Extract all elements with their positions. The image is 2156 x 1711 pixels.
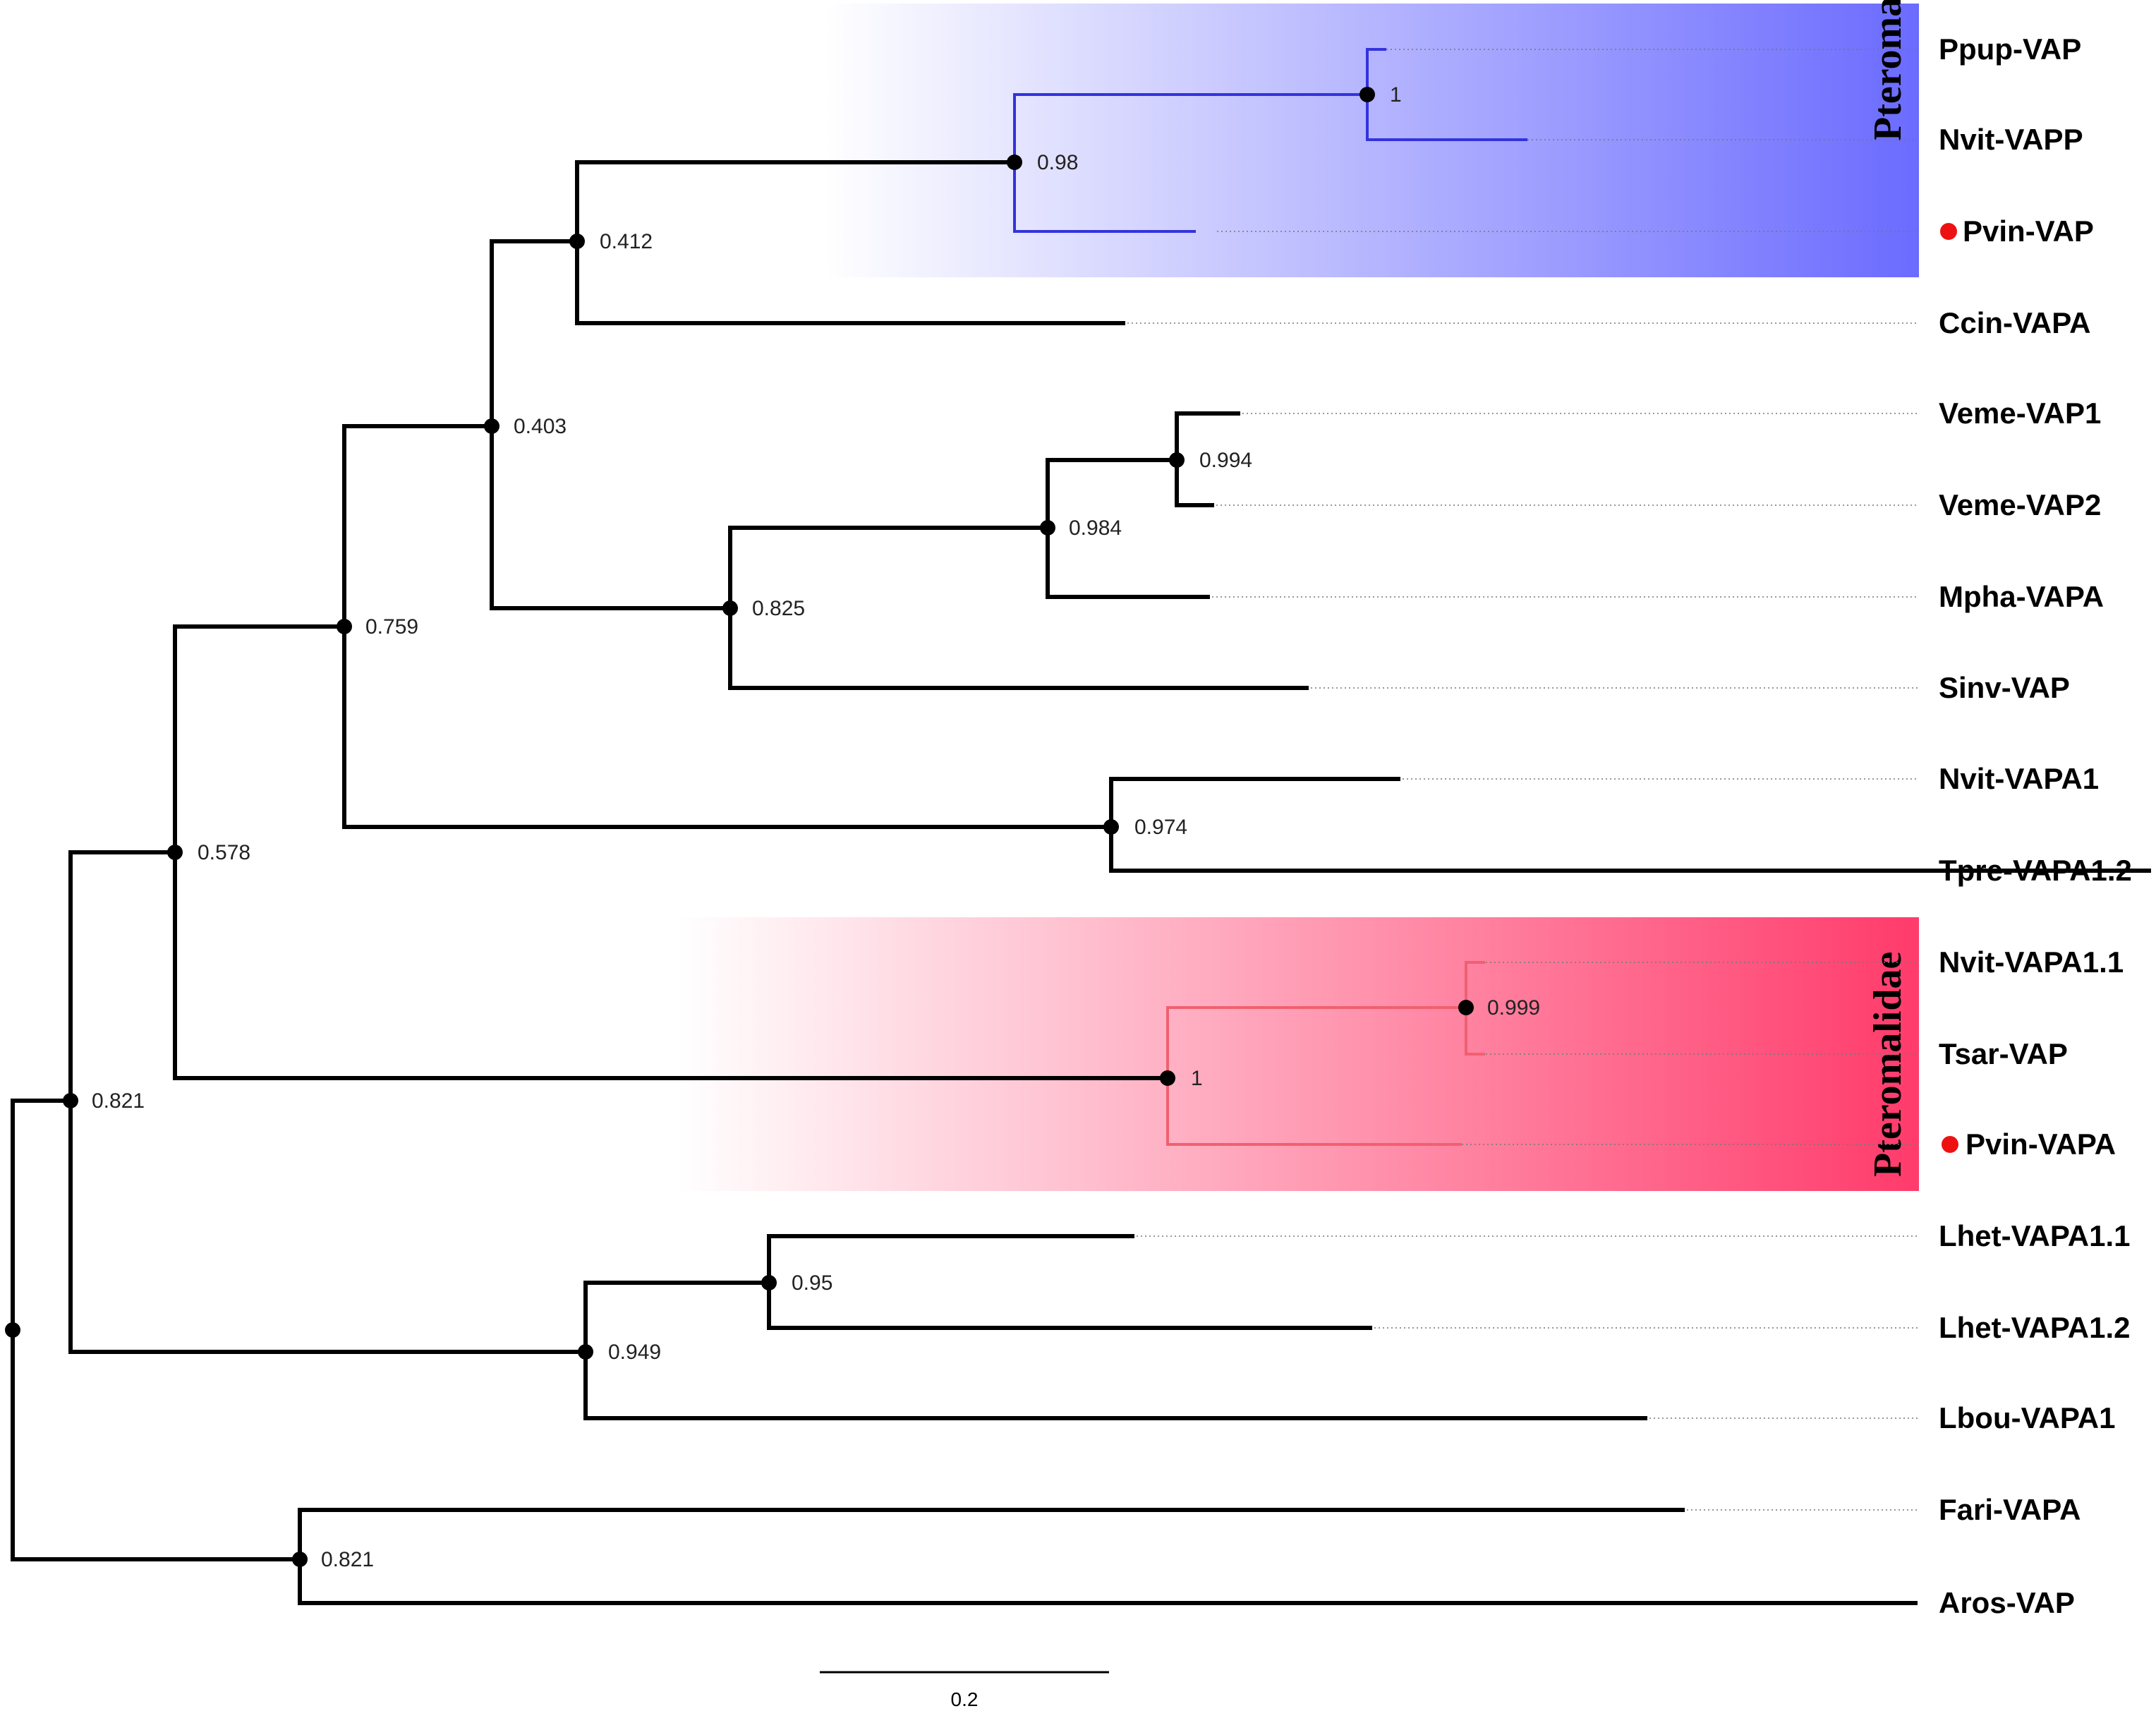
node-0825 xyxy=(722,600,738,616)
leaf-veme-vap1: Veme-VAP1 xyxy=(1939,397,2101,430)
node-0821b xyxy=(292,1552,308,1567)
support-0999: 0.999 xyxy=(1487,996,1540,1020)
marker-pvin-vapa xyxy=(1942,1136,1958,1153)
node-095 xyxy=(761,1275,777,1290)
node-0949 xyxy=(578,1344,593,1360)
node-0999 xyxy=(1458,1000,1474,1015)
scale-bar-label: 0.2 xyxy=(951,1688,979,1710)
leaf-fari-vapa: Fari-VAPA xyxy=(1939,1493,2081,1526)
leaf-lhet-vapa1-1: Lhet-VAPA1.1 xyxy=(1939,1219,2130,1252)
node-root xyxy=(5,1322,20,1338)
scale-bar: 0.2 xyxy=(820,1671,1109,1710)
node-0984 xyxy=(1040,520,1055,536)
leaf-pvin-vapa: Pvin-VAPA xyxy=(1966,1127,2116,1161)
support-0412: 0.412 xyxy=(600,230,653,253)
support-1-blue: 1 xyxy=(1390,83,1402,107)
support-0949: 0.949 xyxy=(608,1341,661,1364)
leaf-nvit-vapp: Nvit-VAPP xyxy=(1939,123,2083,156)
leaf-pvin-vap: Pvin-VAP xyxy=(1963,214,2094,248)
leaf-ccin-vapa: Ccin-VAPA xyxy=(1939,306,2090,339)
clade-title-blue: Pteromalidae xyxy=(1866,0,1910,141)
support-0825: 0.825 xyxy=(752,597,805,620)
dotted-guides xyxy=(1123,49,1918,1511)
support-0759: 0.759 xyxy=(365,615,418,639)
branch-n0825 xyxy=(728,526,1309,690)
support-0821a: 0.821 xyxy=(92,1089,145,1113)
leaf-ppup-vap: Ppup-VAP xyxy=(1939,32,2081,66)
support-values: 1 0.98 0.412 0.403 0.994 0.984 0.825 0.7… xyxy=(92,83,1540,1571)
node-0994 xyxy=(1169,452,1185,468)
support-0578: 0.578 xyxy=(198,841,250,864)
node-0821a xyxy=(63,1093,78,1108)
leaf-lbou-vapa1: Lbou-VAPA1 xyxy=(1939,1401,2115,1434)
leaf-nvit-vapa1-1: Nvit-VAPA1.1 xyxy=(1939,945,2124,979)
marker-pvin-vap xyxy=(1940,223,1957,240)
leaf-sinv-vap: Sinv-VAP xyxy=(1939,671,2070,704)
leaf-mpha-vapa: Mpha-VAPA xyxy=(1939,580,2104,613)
support-1-red: 1 xyxy=(1191,1067,1203,1090)
leaf-aros-vap: Aros-VAP xyxy=(1939,1586,2075,1619)
support-0403: 0.403 xyxy=(514,415,567,438)
branch-n0949 xyxy=(583,1281,1647,1420)
node-0403 xyxy=(484,418,499,434)
support-0821b: 0.821 xyxy=(321,1548,374,1571)
support-0984: 0.984 xyxy=(1069,516,1122,540)
support-095: 0.95 xyxy=(792,1271,832,1295)
branch-n0412-up xyxy=(575,160,1017,243)
node-0412 xyxy=(569,234,585,249)
node-1-red xyxy=(1160,1070,1175,1086)
branch-root xyxy=(11,1099,302,1561)
leaf-labels: Ppup-VAP Nvit-VAPP Pvin-VAP Ccin-VAPA Ve… xyxy=(1939,32,2132,1619)
support-0974: 0.974 xyxy=(1134,816,1187,839)
support-0994: 0.994 xyxy=(1199,449,1252,472)
leaf-veme-vap2: Veme-VAP2 xyxy=(1939,488,2101,521)
node-0974 xyxy=(1103,819,1119,835)
node-0759 xyxy=(337,619,352,634)
node-098 xyxy=(1007,155,1022,170)
clade-title-red: Pteromalidae xyxy=(1866,952,1910,1177)
branch-n0821b xyxy=(298,1508,1918,1605)
node-0578 xyxy=(167,845,183,860)
branch-n0759 xyxy=(342,424,1113,829)
leaf-lhet-vapa1-2: Lhet-VAPA1.2 xyxy=(1939,1311,2130,1344)
nodes xyxy=(5,87,1474,1567)
node-1-blue xyxy=(1359,87,1375,102)
leaf-nvit-vapa1: Nvit-VAPA1 xyxy=(1939,762,2099,795)
branches xyxy=(11,48,2151,1605)
branch-n0821a xyxy=(68,850,588,1354)
support-098: 0.98 xyxy=(1037,151,1078,174)
leaf-tpre-vapa1-2: Tpre-VAPA1.2 xyxy=(1939,854,2132,887)
branch-n095 xyxy=(767,1234,1372,1330)
branch-n0412-ccin xyxy=(575,239,1125,325)
leaf-tsar-vap: Tsar-VAP xyxy=(1939,1037,2068,1070)
